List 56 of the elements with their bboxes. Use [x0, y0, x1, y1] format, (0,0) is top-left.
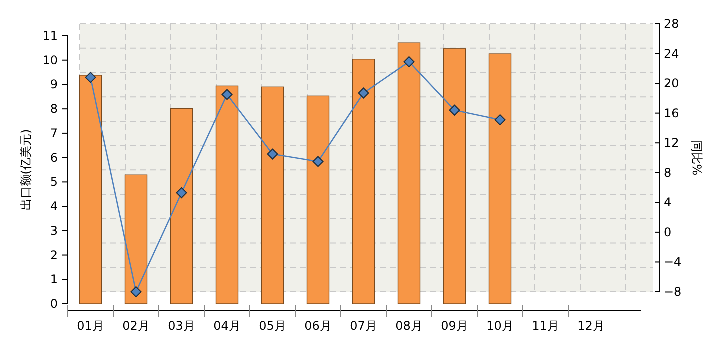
x-tick-label: 06月	[304, 319, 332, 333]
x-tick-label: 02月	[122, 319, 150, 333]
point	[85, 72, 96, 84]
y2-axis-title: 同比%	[690, 140, 704, 176]
x-tick-label: 08月	[396, 319, 423, 333]
y-tick-label: 9	[50, 78, 58, 92]
y-tick-label: 3	[50, 224, 58, 238]
y2-tick-label: −4	[664, 255, 682, 270]
x-tick-label: 05月	[259, 319, 286, 333]
point	[449, 104, 460, 116]
y-axis-title: 出口额(亿美元)	[19, 129, 33, 211]
bar	[79, 75, 102, 304]
bar	[261, 86, 284, 304]
x-tick-label: 07月	[350, 319, 378, 333]
y-tick-label: 7	[50, 126, 58, 140]
bar	[170, 108, 194, 304]
y-tick-label: 4	[50, 200, 58, 214]
point	[130, 286, 142, 298]
bar	[216, 86, 239, 304]
x-tick-label: 04月	[214, 319, 241, 333]
x-tick-label: 03月	[168, 319, 196, 333]
y2-tick-label: 0	[664, 225, 672, 240]
point	[176, 187, 188, 198]
x-tick-label: 09月	[441, 319, 468, 333]
y2-tick-label: −8	[664, 285, 682, 299]
y-tick-label: 10	[42, 53, 58, 68]
x-tick-label: 01月	[77, 319, 104, 333]
y2-tick-label: 28	[664, 17, 680, 31]
y-tick-label: 1	[50, 272, 58, 287]
y2-tick-label: 12	[664, 136, 680, 150]
point	[404, 56, 415, 68]
point	[222, 89, 233, 100]
point	[358, 88, 370, 99]
y2-tick-label: 8	[664, 166, 672, 180]
point	[267, 148, 278, 160]
y-tick-label: 0	[50, 297, 58, 311]
y-tick-label: 5	[50, 175, 58, 190]
bar	[306, 96, 330, 304]
y2-tick-label: 16	[664, 106, 680, 120]
bar	[398, 42, 421, 304]
point	[312, 156, 324, 168]
y2-tick-label: 4	[664, 196, 672, 210]
x-tick-label: 10月	[486, 319, 514, 333]
x-tick-label: 12月	[578, 319, 605, 333]
bar	[488, 54, 512, 304]
y2-tick-label: 20	[664, 76, 680, 91]
y-tick-label: 6	[50, 150, 58, 165]
bar	[352, 59, 376, 304]
x-tick-label: 11月	[532, 319, 560, 333]
bar	[124, 174, 148, 304]
y-tick-label: 8	[50, 102, 58, 116]
y-tick-label: 2	[50, 248, 58, 262]
point	[494, 114, 506, 126]
bar	[443, 48, 466, 304]
y-tick-label: 11	[42, 29, 58, 43]
y2-tick-label: 24	[664, 46, 680, 61]
